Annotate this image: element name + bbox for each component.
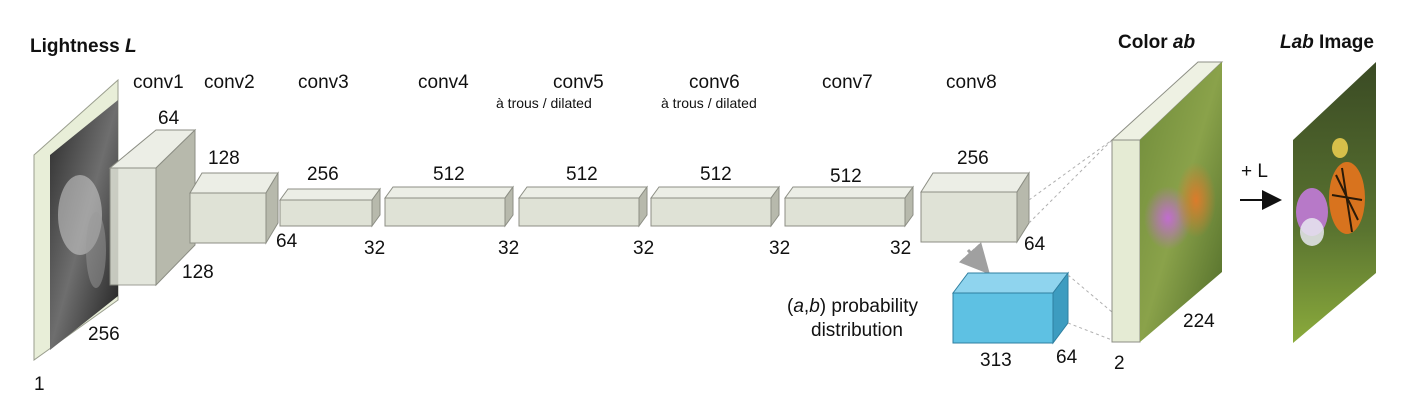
input-title: Lightness L [30,36,137,57]
distribution-label: (a,b) probability distribution [787,296,918,341]
conv1-front [109,167,157,286]
conv1-size: 128 [182,262,214,283]
ab-distribution-block [952,271,1069,345]
conv6-sublabel: à trous / dilated [661,95,757,111]
projection-lines [1028,139,1113,341]
conv3-size: 32 [364,238,385,259]
conv4-block [384,185,514,228]
color-ab-title: Color ab [1118,32,1195,53]
conv4-size: 32 [498,238,519,259]
dimension-labels: 64 128 128 64 256 32 512 32 512 32 512 3… [34,108,1215,395]
conv3-label: conv3 [298,72,349,93]
conv2-size: 64 [276,231,298,252]
conv8-label: conv8 [946,72,997,93]
input-lightness-panel [33,78,119,361]
conv1-depth: 64 [158,108,180,129]
conv1-side [155,128,196,287]
conv2-block [189,171,279,245]
conv2-depth: 128 [208,148,240,169]
distribution-width: 313 [980,350,1012,371]
conv6-label: conv6 [689,72,740,93]
conv4-label: conv4 [418,72,469,93]
conv4-depth: 512 [433,164,465,185]
conv5-size: 32 [633,238,654,259]
conv2-label: conv2 [204,72,255,93]
conv1-block [108,128,197,287]
conv7-label: conv7 [822,72,873,93]
color-channels: 2 [1114,353,1125,374]
color-size: 224 [1183,311,1215,332]
distribution-label-line1: (a,b) probability [787,296,918,317]
conv5-depth: 512 [566,164,598,185]
conv6-depth: 512 [700,164,732,185]
conv3-depth: 256 [307,164,339,185]
conv5-sublabel: à trous / dilated [496,95,592,111]
conv7-depth: 512 [830,166,862,187]
conv6-size: 32 [769,238,790,259]
input-channels: 1 [34,374,45,395]
conv8-size: 64 [1024,234,1046,255]
conv5-label: conv5 [553,72,604,93]
conv8-depth: 256 [957,148,989,169]
distribution-label-line2: distribution [811,320,903,341]
layer-labels: conv1 conv2 conv3 conv4 conv5 à trous / … [133,72,997,111]
conv1-label: conv1 [133,72,184,93]
input-size: 256 [88,324,120,345]
conv8-block [920,171,1030,244]
distribution-depth: 64 [1056,347,1078,368]
conv5-block [518,185,648,228]
conv8-to-distribution-arrow [958,242,991,275]
color-ab-panel [1110,61,1224,343]
conv3-block [279,187,381,228]
orange-blob [1176,162,1216,238]
lab-output-image [1293,62,1376,343]
conv7-size: 32 [890,238,911,259]
lab-image-title: Lab Image [1280,32,1374,53]
plus-l-label: + L [1241,161,1268,182]
conv7-block [784,185,914,228]
conv6-block [650,185,780,228]
